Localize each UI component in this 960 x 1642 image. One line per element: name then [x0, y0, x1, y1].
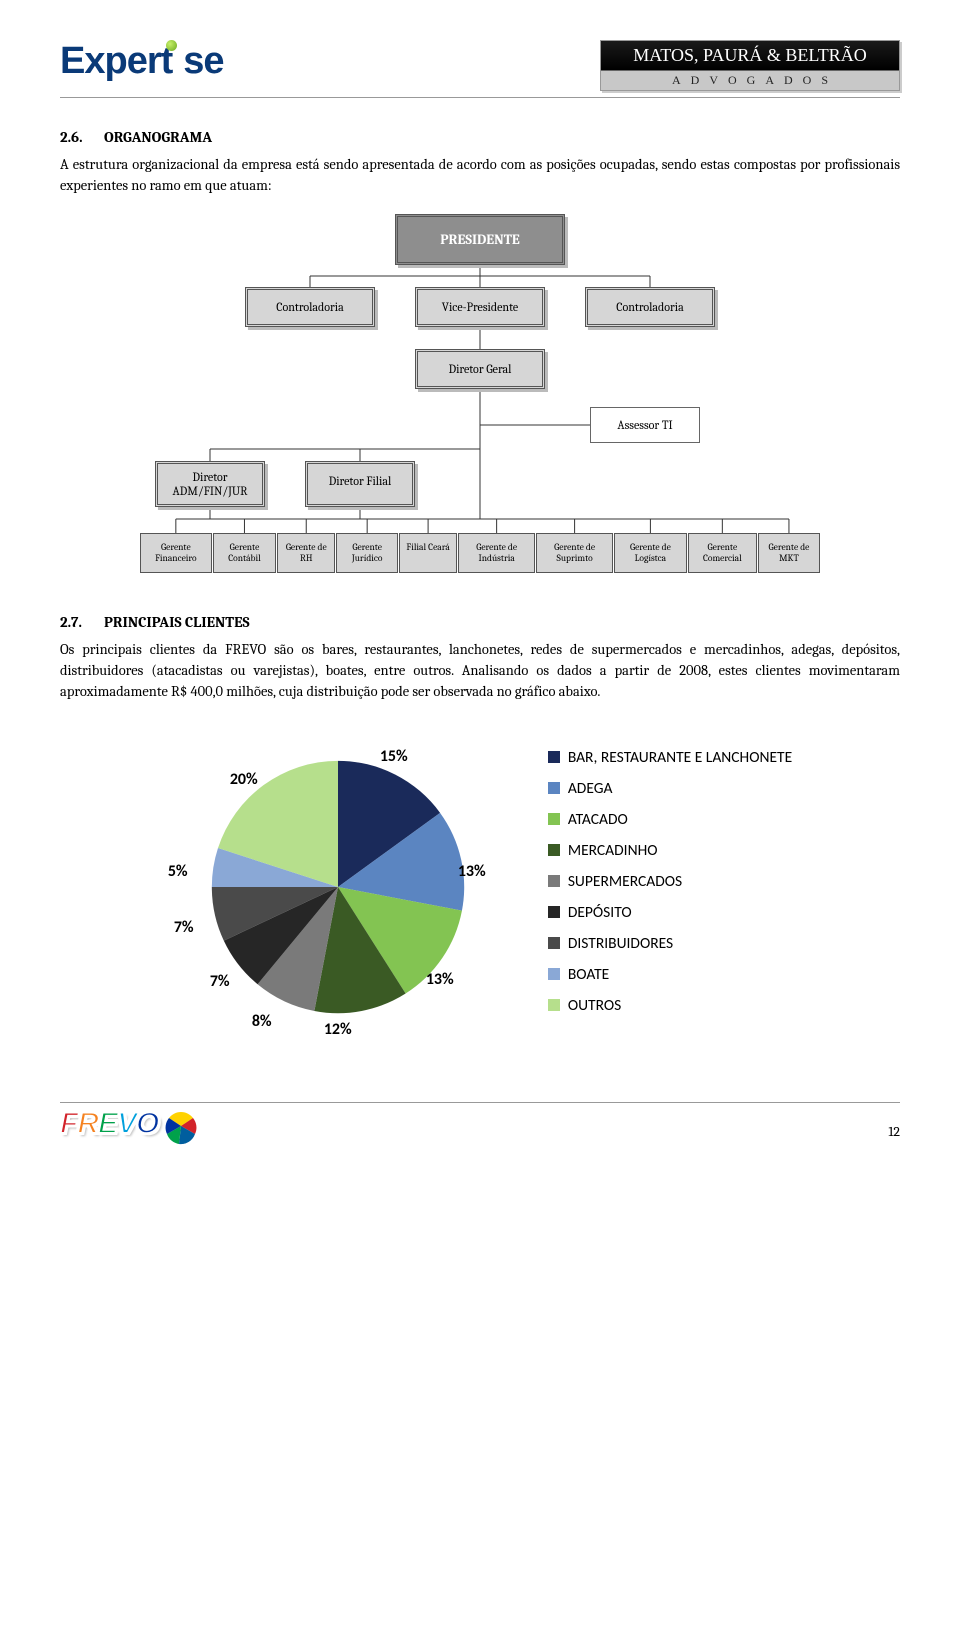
legend-label: ATACADO — [568, 810, 628, 829]
legend-swatch — [548, 844, 560, 856]
pie-legend: BAR, RESTAURANTE E LANCHONETE ADEGA ATACAD… — [548, 748, 792, 1027]
legend-item: BOATE — [548, 965, 792, 984]
node-leaf-1: Gerente Contábil — [213, 533, 277, 573]
org-chart: PRESIDENTE Controladoria Vice-Presidente… — [140, 214, 820, 573]
legend-swatch — [548, 999, 560, 1011]
node-presidente: PRESIDENTE — [395, 214, 565, 265]
legend-item: ADEGA — [548, 779, 792, 798]
node-leaf-3: Gerente Jurídico — [336, 533, 398, 573]
expertise-logo-text-2: se — [183, 40, 223, 82]
legend-label: DEPÓSITO — [568, 903, 632, 922]
footer: FREVO 12 — [60, 1102, 900, 1146]
frevo-logo: FREVO — [60, 1107, 200, 1146]
pie-slice-label: 12% — [324, 1020, 352, 1039]
node-leaf-0: Gerente Financeiro — [140, 533, 212, 573]
node-diretor-geral: Diretor Geral — [415, 349, 545, 389]
expertise-logo: Expert se — [60, 40, 224, 83]
legend-label: SUPERMERCADOS — [568, 872, 682, 891]
legend-swatch — [548, 782, 560, 794]
legend-label: BAR, RESTAURANTE E LANCHONETE — [568, 748, 792, 767]
header-rule — [60, 97, 900, 98]
leaf-row: Gerente FinanceiroGerente ContábilGerent… — [140, 533, 820, 573]
node-assessor-ti: Assessor TI — [590, 407, 700, 443]
legend-label: DISTRIBUIDORES — [568, 934, 673, 953]
legend-label: MERCADINHO — [568, 841, 658, 860]
section-2-6-num: 2.6. — [60, 128, 104, 146]
node-leaf-8: Gerente Comercial — [688, 533, 757, 573]
expertise-logo-text-1: Expert — [60, 40, 172, 82]
legend-swatch — [548, 875, 560, 887]
mpb-logo-bottom: ADVOGADOS — [601, 71, 899, 90]
node-vice-presidente: Vice-Presidente — [415, 287, 545, 327]
node-diretor-adm: Diretor ADM/FIN/JUR — [155, 461, 265, 507]
node-controladoria-right: Controladoria — [585, 287, 715, 327]
node-diretor-filial: Diretor Filial — [305, 461, 415, 507]
legend-item: OUTROS — [548, 996, 792, 1015]
legend-swatch — [548, 906, 560, 918]
legend-swatch — [548, 813, 560, 825]
legend-swatch — [548, 968, 560, 980]
pie-chart-section: 15% 13% 13% 12% 8% 7% 7% 5% 20% BAR, RESTAURANTE… — [60, 722, 900, 1052]
node-controladoria-left: Controladoria — [245, 287, 375, 327]
pie-svg — [168, 722, 508, 1052]
page-number: 12 — [888, 1123, 900, 1146]
node-leaf-6: Gerente de Suprimto — [536, 533, 613, 573]
pie-slice-label: 20% — [230, 770, 258, 789]
section-2-7-num: 2.7. — [60, 613, 104, 631]
pie-slice-label: 7% — [174, 918, 194, 937]
header: Expert se MATOS, PAURÁ & BELTRÃO ADVOGADO… — [60, 40, 900, 91]
section-2-7-heading: 2.7.PRINCIPAIS CLIENTES — [60, 613, 900, 631]
node-leaf-5: Gerente de Indústria — [458, 533, 535, 573]
legend-label: OUTROS — [568, 996, 621, 1015]
pie-slice-label: 13% — [426, 970, 454, 989]
section-2-6-body: A estrutura organizacional da empresa es… — [60, 154, 900, 196]
pie-slice-label: 15% — [380, 747, 408, 766]
node-leaf-2: Gerente de RH — [277, 533, 335, 573]
pie-slice-label: 13% — [458, 862, 486, 881]
section-2-6-title: ORGANOGRAMA — [104, 128, 212, 146]
umbrella-icon — [162, 1112, 200, 1146]
org-chart-lines — [140, 214, 820, 573]
legend-label: ADEGA — [568, 779, 613, 798]
legend-item: DEPÓSITO — [548, 903, 792, 922]
pie-chart: 15% 13% 13% 12% 8% 7% 7% 5% 20% — [168, 722, 508, 1052]
pie-slice-label: 5% — [168, 862, 188, 881]
section-2-7-body: Os principais clientes da FREVO são os b… — [60, 639, 900, 702]
legend-item: SUPERMERCADOS — [548, 872, 792, 891]
green-dot-icon — [166, 40, 177, 51]
node-leaf-7: Gerente de Logístca — [614, 533, 687, 573]
legend-label: BOATE — [568, 965, 609, 984]
legend-swatch — [548, 937, 560, 949]
legend-item: DISTRIBUIDORES — [548, 934, 792, 953]
node-leaf-4: Filial Ceará — [399, 533, 457, 573]
node-leaf-9: Gerente de MKT — [758, 533, 820, 573]
legend-swatch — [548, 751, 560, 763]
pie-slice-label: 7% — [210, 972, 230, 991]
section-2-6-heading: 2.6.ORGANOGRAMA — [60, 128, 900, 146]
legend-item: MERCADINHO — [548, 841, 792, 860]
mpb-logo: MATOS, PAURÁ & BELTRÃO ADVOGADOS — [600, 40, 900, 91]
section-2-7-title: PRINCIPAIS CLIENTES — [104, 613, 250, 631]
pie-slice-label: 8% — [252, 1012, 272, 1031]
legend-item: BAR, RESTAURANTE E LANCHONETE — [548, 748, 792, 767]
mpb-logo-top: MATOS, PAURÁ & BELTRÃO — [601, 41, 899, 71]
legend-item: ATACADO — [548, 810, 792, 829]
